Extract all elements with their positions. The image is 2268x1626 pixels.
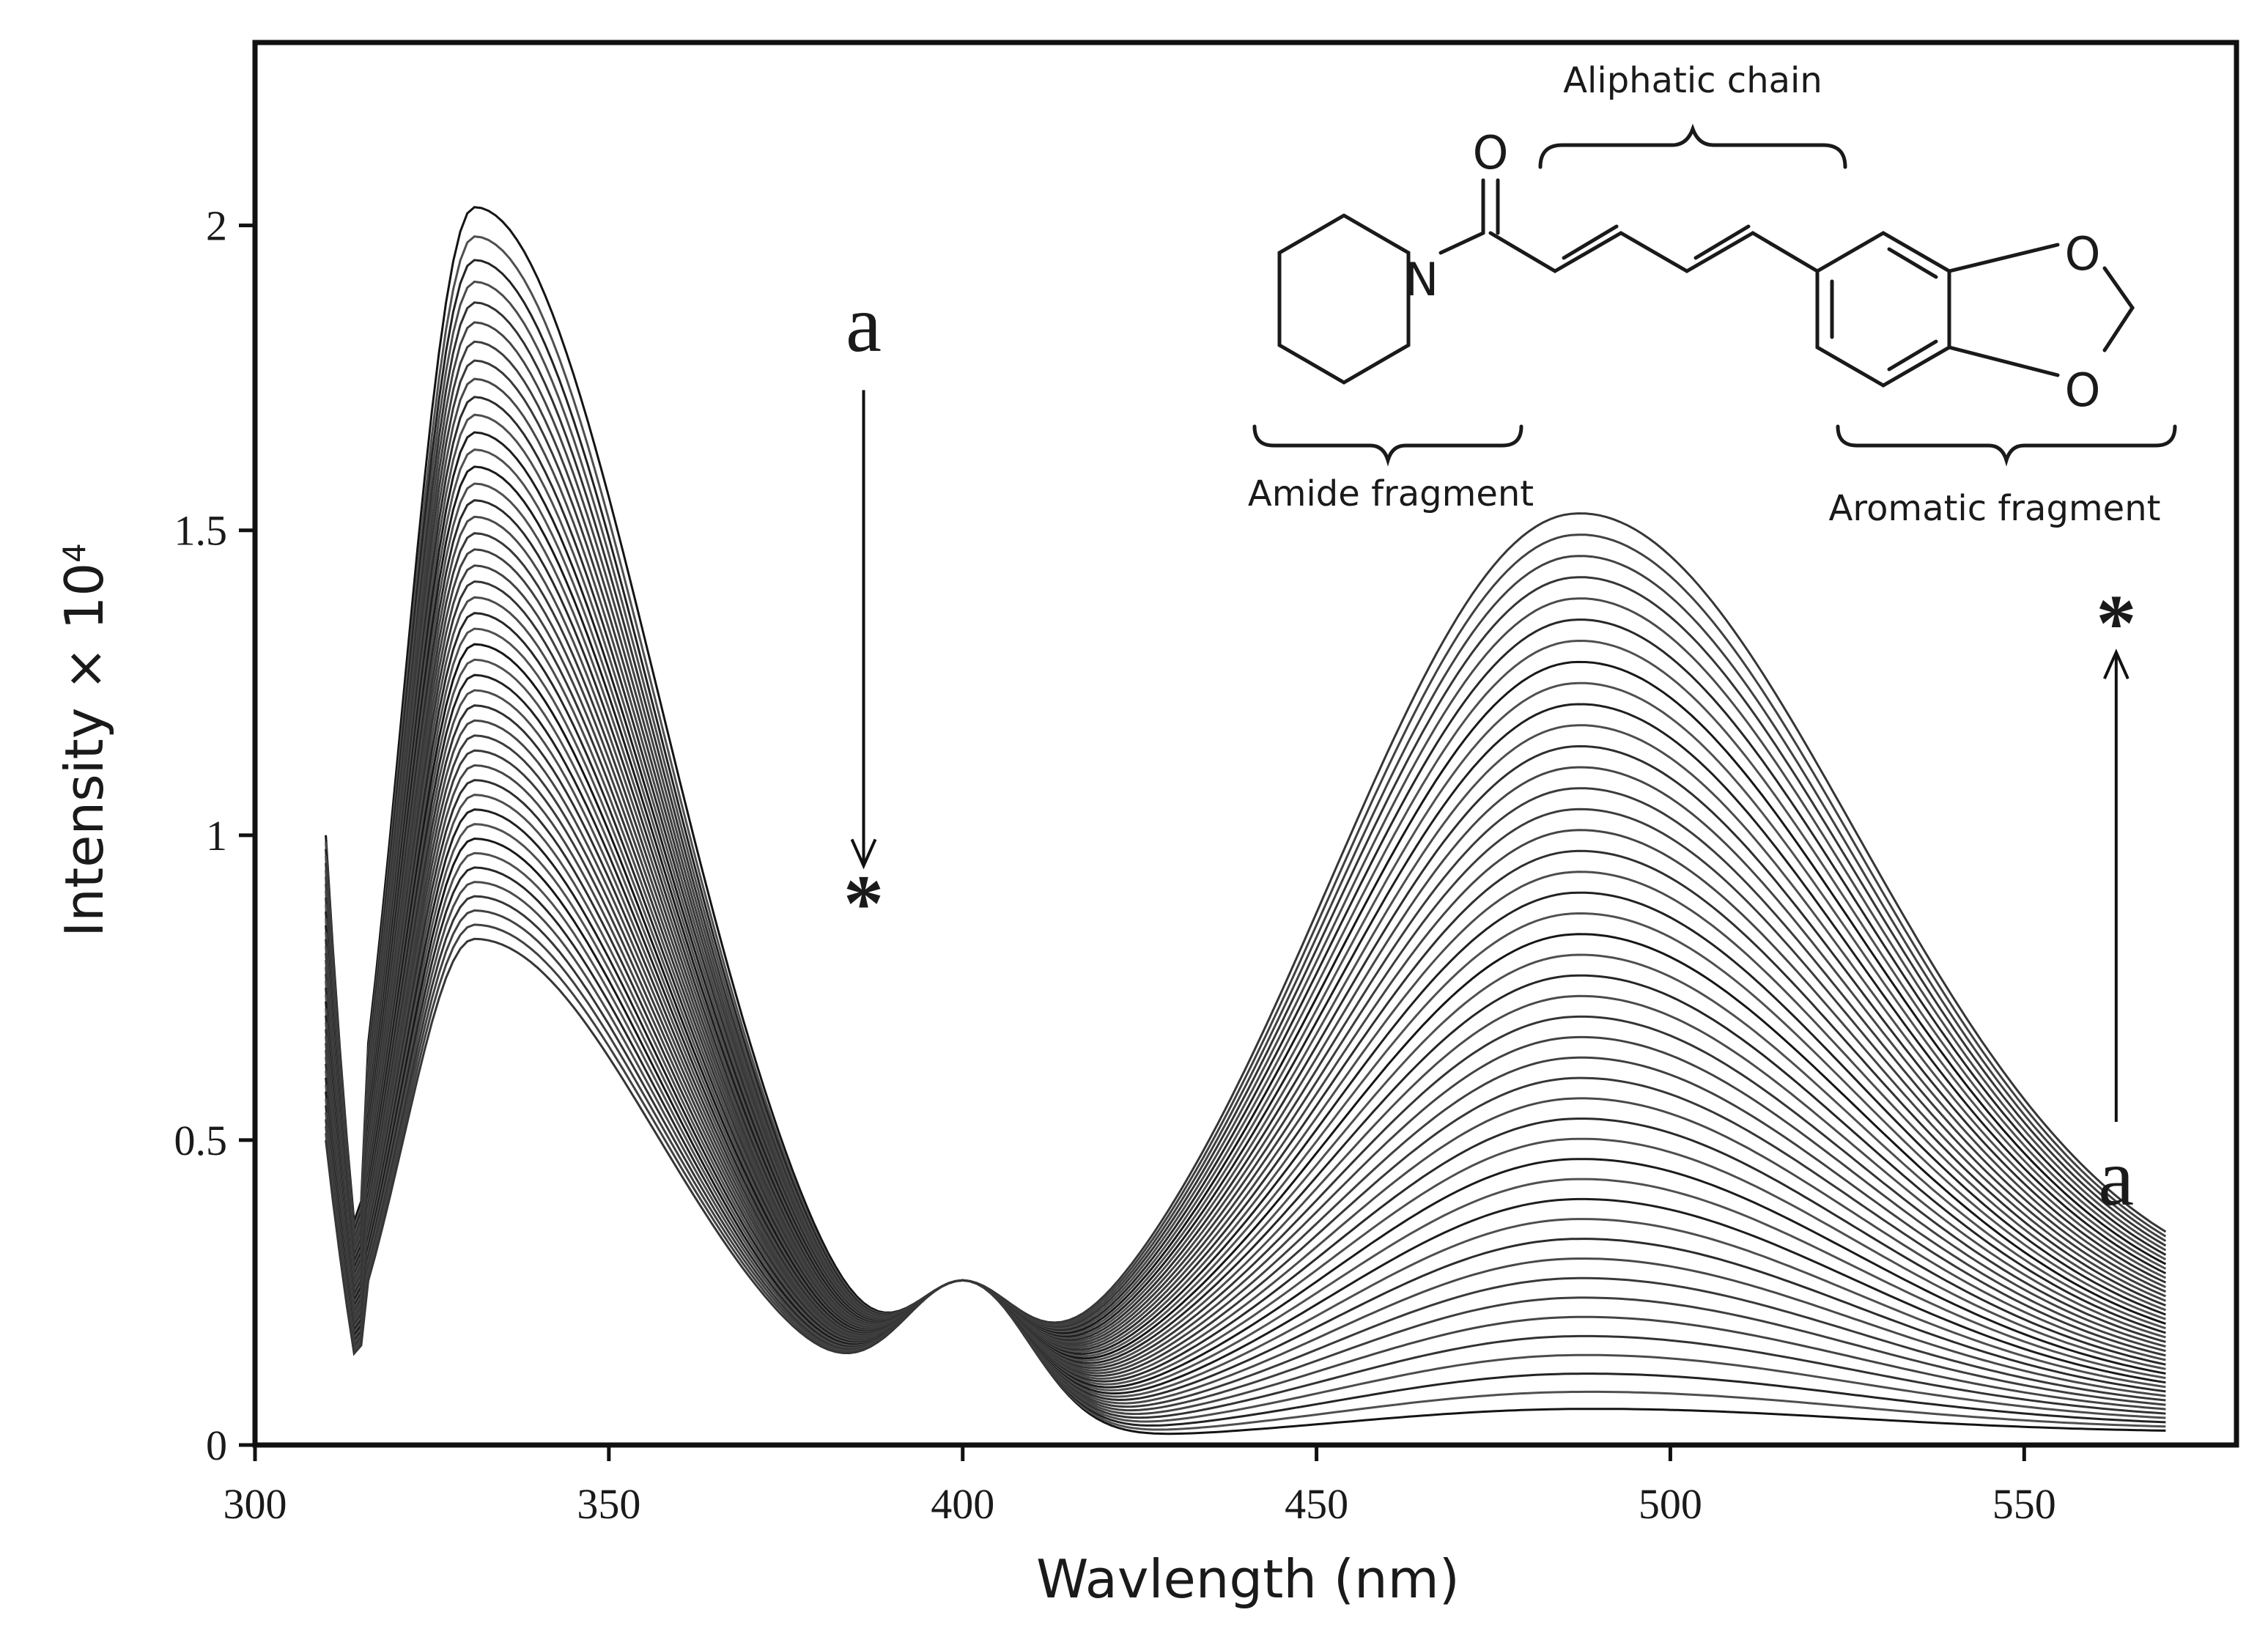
spectrum-line xyxy=(325,499,2166,1383)
spectrum-line xyxy=(325,280,2166,1423)
y-tick-label: 1.5 xyxy=(174,507,228,555)
bond-ring-o-bottom xyxy=(1947,345,2060,377)
label-aliphatic-chain: Aliphatic chain xyxy=(1563,60,1822,101)
axis-ticks-group: 300 350 400 450 500 550 0 0.5 1 1.5 2 xyxy=(174,202,2056,1528)
chain-double-bond-2 xyxy=(1693,224,1751,260)
spectrum-line xyxy=(325,639,2167,1348)
spectrum-line xyxy=(325,235,2166,1431)
molecule-structure xyxy=(1252,123,2177,467)
spectrum-line xyxy=(325,448,2166,1392)
y-tick-label: 0.5 xyxy=(174,1117,228,1164)
spectrum-line xyxy=(325,764,2167,1343)
spectrum-line xyxy=(325,431,2166,1395)
atom-nitrogen: N xyxy=(1405,253,1438,306)
aliphatic-chain-bonds xyxy=(1488,231,1820,273)
spectrum-line xyxy=(325,673,2166,1356)
spectrum-line xyxy=(325,724,2167,1343)
label-amide-fragment: Amide fragment xyxy=(1248,473,1534,514)
spectrum-line xyxy=(325,259,2166,1427)
spectrum-line xyxy=(325,744,2167,1342)
spectrum-line xyxy=(325,658,2166,1358)
spectrum-line xyxy=(325,206,2166,1435)
spectrum-line xyxy=(325,580,2166,1370)
label-aromatic-fragment: Aromatic fragment xyxy=(1829,488,2161,529)
y-axis-label: Intensity × 104 xyxy=(53,543,115,937)
spectrum-line xyxy=(325,555,2167,1352)
x-tick-label: 450 xyxy=(1285,1480,1348,1528)
brace-amide xyxy=(1252,424,1523,467)
spectrum-line xyxy=(325,681,2167,1345)
spectrum-line xyxy=(325,413,2166,1398)
benzene-inner-1 xyxy=(1887,247,1938,279)
y-tick-label: 0 xyxy=(206,1422,227,1469)
spectrum-line xyxy=(325,618,2167,1348)
x-tick-label: 550 xyxy=(1992,1480,2056,1528)
annotation-series-start-left: a xyxy=(846,279,882,369)
spectrum-line xyxy=(325,359,2166,1408)
spectrum-line xyxy=(325,321,2166,1416)
spectrum-line xyxy=(325,749,2167,1345)
spectrum-line xyxy=(325,597,2167,1350)
y-axis-label-exponent: 4 xyxy=(56,543,92,563)
spectrum-line xyxy=(325,703,2167,1344)
plot-frame xyxy=(252,40,2239,1448)
x-tick-label: 400 xyxy=(931,1480,994,1528)
atom-ring-oxygen-top: O xyxy=(2065,227,2101,281)
molecule-text-group: O N O O Aliphatic chain Amide fragment A… xyxy=(1248,60,2161,529)
arrow-up-head xyxy=(2103,648,2130,679)
spectrum-line xyxy=(325,515,2166,1380)
spectrum-line xyxy=(325,564,2166,1372)
spectrum-line xyxy=(325,660,2167,1346)
benzene-inner-3 xyxy=(1887,339,1938,372)
spectrum-line xyxy=(325,340,2166,1412)
spectrum-line xyxy=(325,548,2166,1375)
bond-n-carbonyl xyxy=(1438,231,1485,255)
spectrum-line xyxy=(325,532,2166,1378)
brace-aliphatic xyxy=(1538,123,1847,169)
spectrum-line xyxy=(325,704,2166,1351)
spectrum-line xyxy=(325,689,2166,1353)
spectrum-line xyxy=(325,512,2167,1356)
spectrum-line xyxy=(325,533,2167,1354)
methylene-bridge xyxy=(2102,266,2135,352)
annotations-group: a**a xyxy=(843,279,2136,1222)
spectrum-line xyxy=(325,596,2166,1367)
spectra-series-group xyxy=(325,206,2167,1435)
spectrum-line xyxy=(325,465,2166,1389)
atom-carbonyl-oxygen: O xyxy=(1473,126,1509,180)
spectrum-line xyxy=(325,612,2166,1364)
x-tick-label: 300 xyxy=(224,1480,287,1528)
atom-ring-oxygen-bottom: O xyxy=(2065,363,2101,417)
spectrum-line xyxy=(325,377,2166,1405)
annotation-series-end-left: * xyxy=(843,859,884,948)
spectrum-line xyxy=(325,301,2166,1419)
x-axis-label: Wavlength (nm) xyxy=(1036,1548,1460,1610)
x-tick-label: 350 xyxy=(577,1480,640,1528)
arrow-down-head xyxy=(850,838,877,870)
bond-ring-o-top xyxy=(1947,243,2060,273)
y-tick-label: 1 xyxy=(206,812,227,860)
spectrum-line xyxy=(325,396,2166,1402)
brace-aromatic xyxy=(1836,424,2177,467)
x-tick-label: 500 xyxy=(1639,1480,1702,1528)
spectrum-line xyxy=(325,719,2166,1349)
spectrum-line xyxy=(325,643,2166,1360)
y-axis-label-main: Intensity × 10 xyxy=(53,563,115,937)
spectrum-line xyxy=(325,734,2166,1347)
y-tick-label: 2 xyxy=(206,202,227,250)
chain-double-bond-1 xyxy=(1562,224,1619,260)
spectrum-line xyxy=(325,576,2167,1351)
piperidine-ring xyxy=(1277,213,1411,385)
spectrum-line xyxy=(325,482,2166,1386)
annotation-series-start-right: a xyxy=(2098,1133,2134,1222)
spectrum-line xyxy=(325,627,2166,1362)
